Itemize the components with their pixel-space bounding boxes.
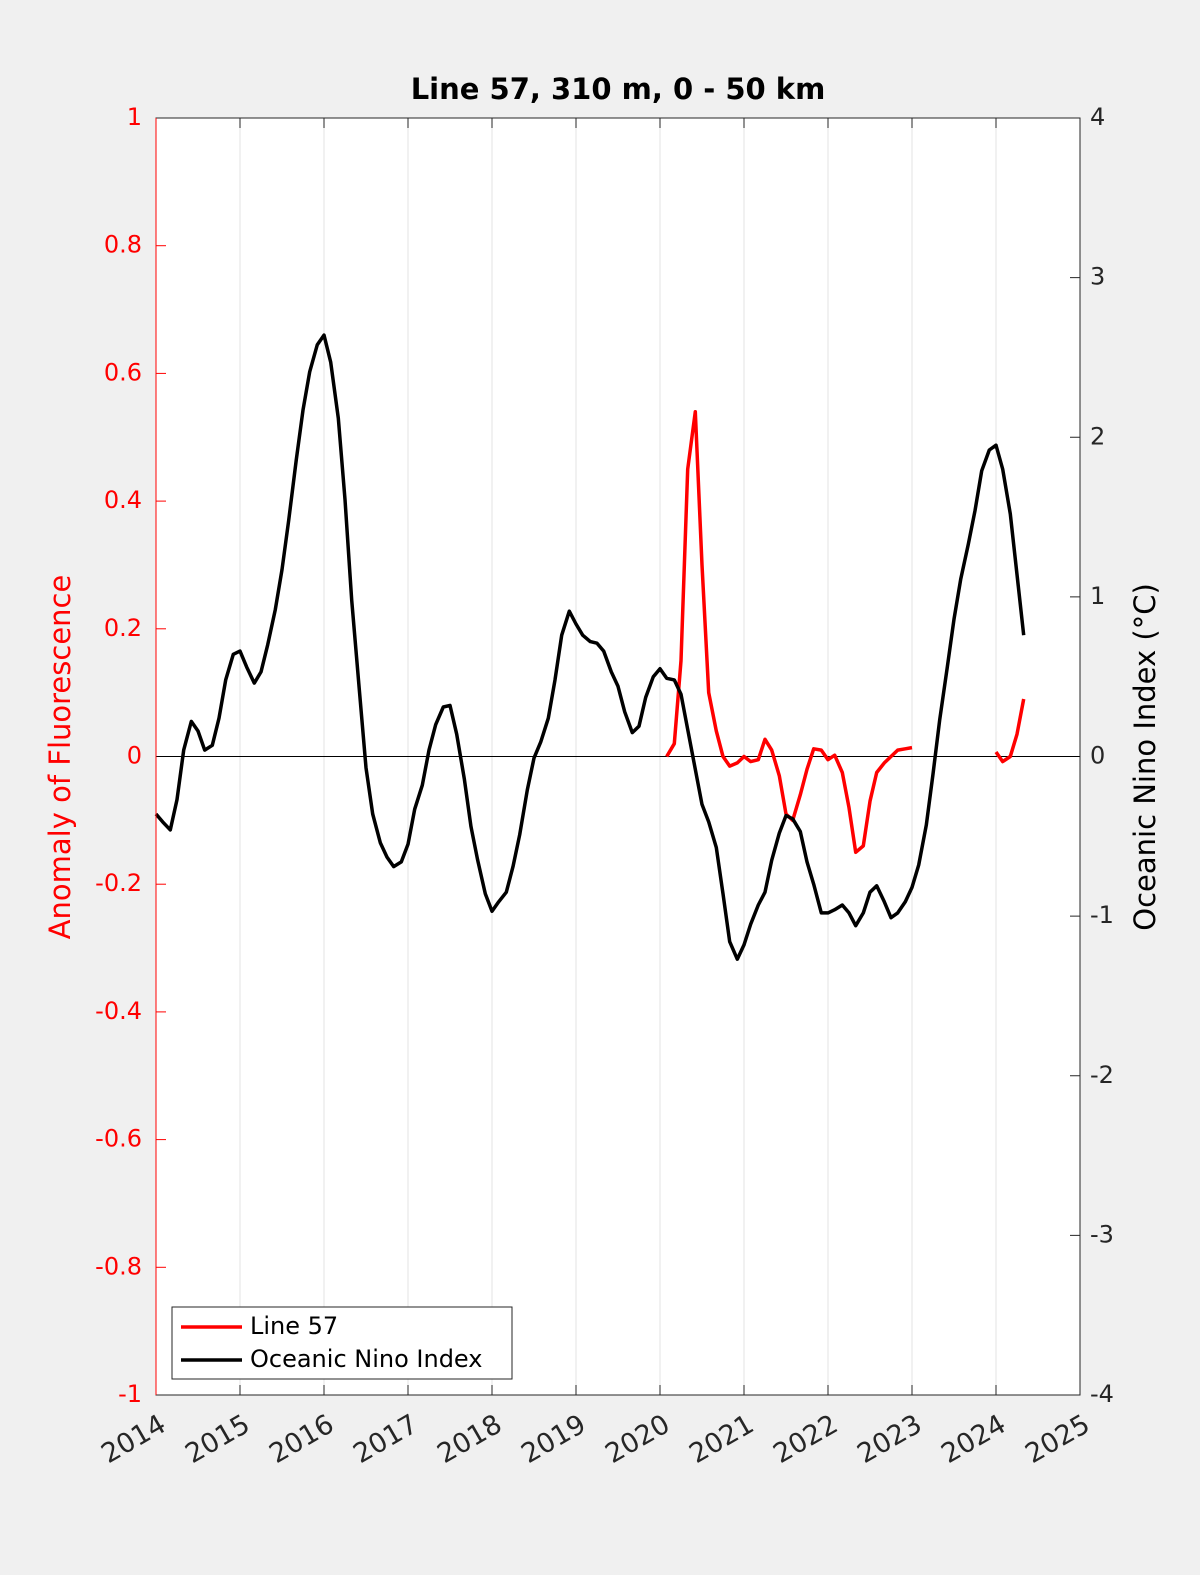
y-tick-label: 0.2: [104, 614, 142, 642]
y-axis-label: Anomaly of Fluorescence: [43, 575, 77, 940]
y-tick-label: -0.6: [95, 1125, 142, 1153]
x-tick-label: 2016: [264, 1409, 339, 1470]
y2-tick-label: 0: [1090, 742, 1105, 770]
x-tick-label: 2021: [684, 1409, 759, 1470]
legend-box: [171, 1306, 513, 1380]
x-tick-label: 2025: [1020, 1409, 1095, 1470]
y-tick-label: 0.6: [104, 358, 142, 386]
y2-tick-label: -2: [1090, 1061, 1114, 1089]
y2-tick-label: 4: [1090, 103, 1105, 131]
legend-label: Oceanic Nino Index: [250, 1345, 482, 1373]
y-tick-label: 0.8: [104, 231, 142, 259]
x-tick-label: 2014: [96, 1409, 171, 1470]
x-tick-label: 2018: [432, 1409, 507, 1470]
y-tick-label: 1: [127, 103, 142, 131]
x-tick-label: 2017: [348, 1409, 423, 1470]
legend: Line 57 Oceanic Nino Index: [171, 1306, 513, 1380]
y-tick-label: -1: [118, 1380, 142, 1408]
y2-tick-label: 2: [1090, 422, 1105, 450]
x-tick-label: 2022: [768, 1409, 843, 1470]
legend-label: Line 57: [250, 1312, 338, 1340]
x-tick-label: 2024: [936, 1409, 1011, 1470]
y2-tick-label: -3: [1090, 1220, 1114, 1248]
x-tick-label: 2023: [852, 1409, 927, 1470]
y2-tick-label: 1: [1090, 582, 1105, 610]
y-tick-label: -0.4: [95, 997, 142, 1025]
y2-tick-label: -1: [1090, 901, 1114, 929]
y2-tick-label: -4: [1090, 1380, 1114, 1408]
x-tick-label: 2019: [516, 1409, 591, 1470]
y-tick-label: -0.8: [95, 1252, 142, 1280]
y-tick-label: 0: [127, 742, 142, 770]
series-line: [154, 333, 1026, 961]
x-tick-label: 2015: [180, 1409, 255, 1470]
y-tick-label: 0.4: [104, 486, 142, 514]
y-tick-label: -0.2: [95, 869, 142, 897]
y2-tick-label: 3: [1090, 263, 1105, 291]
chart-title: Line 57, 310 m, 0 - 50 km: [411, 72, 826, 106]
y2-axis-label: Oceanic Nino Index (°C): [1128, 583, 1162, 931]
x-tick-label: 2020: [600, 1409, 675, 1470]
